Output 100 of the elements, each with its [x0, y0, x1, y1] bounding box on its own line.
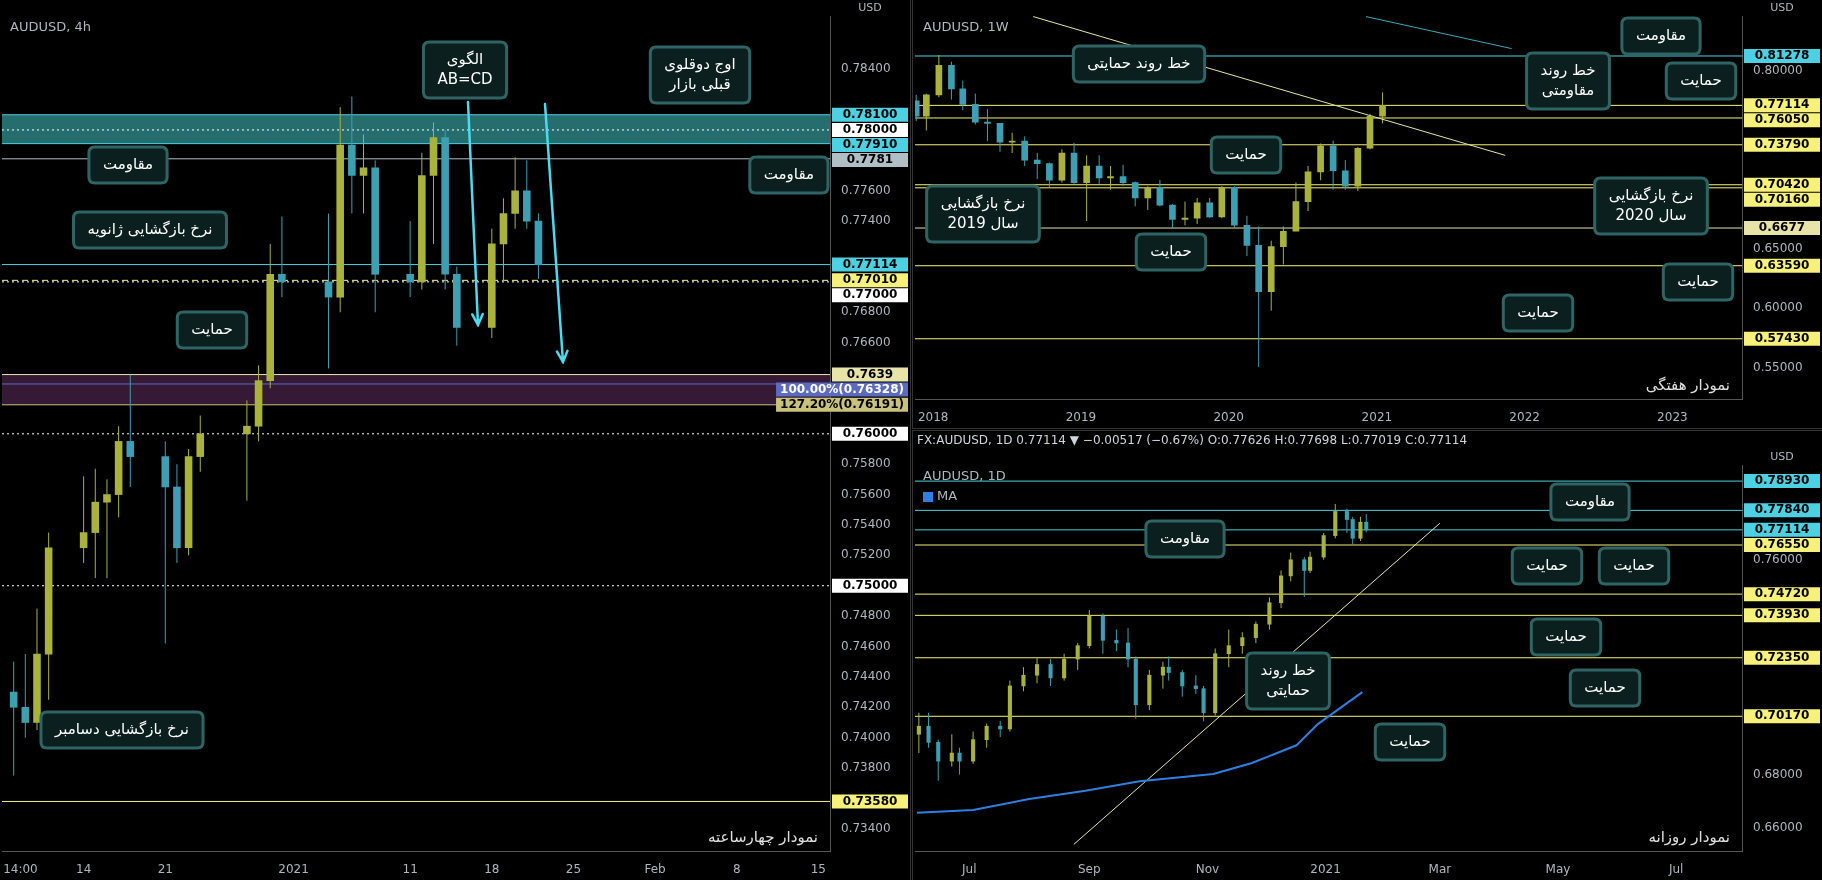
candlestick [996, 122, 1004, 153]
candlestick [1302, 556, 1307, 598]
ref-line-label: 0.77010 [842, 272, 898, 287]
chart-subtitle: FX:AUDUSD, 1D 0.77114 ▼ −0.00517 (−0.67%) O:0.77626 H:0.77698 L:0.77019 C:0.77114 [916, 432, 1469, 449]
candlestick [1160, 661, 1165, 690]
chart-title: AUDUSD, 1D [923, 468, 1006, 484]
y-tick-label: 0.77600 [841, 182, 891, 197]
ref-line-label: 100.00%(0.76328) [780, 381, 905, 396]
candlestick [1193, 197, 1201, 225]
candlestick [1008, 132, 1016, 154]
x-tick-label: 18 [484, 861, 500, 876]
candlestick [916, 712, 921, 754]
ref-line-label: 0.63590 [1754, 257, 1810, 272]
y-tick-label: 0.66000 [1753, 820, 1803, 835]
x-tick-label: 2021 [1361, 409, 1393, 424]
annotation: نرخ بازگشایی سال 2020 [1608, 185, 1694, 224]
x-tick-label: Jul [1667, 861, 1684, 876]
candlestick [971, 93, 979, 125]
annotation: نمودار چهارساعته [707, 827, 818, 846]
ref-line-label: 0.77840 [1754, 502, 1810, 517]
y-tick-label: 0.73400 [841, 820, 891, 835]
candlestick [1166, 655, 1171, 682]
candlestick [1083, 154, 1090, 222]
y-tick-label: 0.73800 [841, 760, 891, 775]
x-tick-label: 21 [157, 861, 173, 876]
y-tick-label: 0.80000 [1753, 63, 1803, 78]
ref-line-label: 0.6677 [1758, 220, 1806, 235]
candlestick [984, 108, 991, 142]
chart-title: AUDUSD, 4h [10, 19, 91, 35]
candlestick [1107, 165, 1114, 191]
y-tick-label: 0.65000 [1753, 241, 1803, 256]
candlestick [1350, 516, 1355, 545]
x-tick-label: 2023 [1657, 409, 1688, 424]
candlestick [971, 731, 976, 765]
candlestick [1341, 159, 1349, 191]
x-tick-label: 14:00 [3, 861, 38, 876]
candlestick [1169, 203, 1176, 229]
candlestick [1280, 225, 1287, 265]
candlestick [1267, 596, 1272, 631]
ref-line-label: 0.57430 [1754, 330, 1810, 345]
annotation: حمایت [191, 319, 233, 338]
candlestick [9, 661, 18, 777]
candlestick [1364, 513, 1369, 533]
annotation: نرخ بازگشایی دسامبر [53, 719, 190, 738]
candlestick [196, 415, 205, 473]
x-tick-label: Jul [960, 861, 977, 876]
x-tick-label: 2020 [1213, 409, 1244, 424]
candlestick [926, 712, 931, 749]
candlestick [1240, 631, 1245, 655]
ref-line-label: 0.73790 [1754, 136, 1810, 151]
annotation: نرخ بازگشایی ژانویه [87, 219, 213, 238]
annotation: حمایت [1677, 271, 1719, 290]
y-axis-title: USD [858, 0, 882, 14]
y-tick-label: 0.75800 [841, 456, 891, 471]
ref-line-label: 127.20%(0.76191) [780, 396, 905, 411]
x-tick-label: 15 [810, 861, 826, 876]
candlestick [1253, 621, 1258, 644]
annotation: حمایت [1150, 241, 1192, 260]
candlestick [243, 399, 251, 502]
candlestick [278, 216, 286, 298]
y-tick-label: 0.74200 [841, 699, 891, 714]
candlestick [79, 475, 88, 564]
ref-line-label: 0.77000 [842, 287, 898, 302]
y-tick-label: 0.74600 [841, 638, 891, 653]
annotation: مقاومت [1159, 528, 1211, 547]
annotation: مقاومت [1635, 25, 1687, 44]
ref-line-label: 0.7781 [846, 152, 894, 167]
candlestick [1288, 552, 1293, 582]
candlestick [959, 80, 967, 111]
x-tick-label: 2018 [917, 409, 949, 424]
y-tick-label: 0.76000 [1753, 551, 1803, 566]
ref-line-label: 0.72350 [1754, 649, 1810, 664]
candlestick [1206, 197, 1214, 219]
candlestick [1125, 627, 1131, 668]
candlestick [1062, 653, 1067, 682]
ref-line-label: 0.73580 [842, 793, 898, 808]
y-tick-label: 0.76600 [841, 334, 891, 349]
chart-title: AUDUSD, 1W [923, 19, 1009, 35]
annotation: حمایت [1584, 677, 1626, 696]
candlestick [1021, 135, 1029, 167]
candlestick [1321, 532, 1326, 561]
ref-line-label: 0.78100 [842, 106, 898, 121]
candlestick [1181, 201, 1189, 226]
y-tick-label: 0.74000 [841, 729, 891, 744]
candlestick [1095, 154, 1103, 185]
y-tick-label: 0.75400 [841, 517, 891, 532]
y-tick-label: 0.74400 [841, 669, 891, 684]
candlestick [1344, 508, 1349, 534]
y-tick-label: 0.55000 [1753, 359, 1803, 374]
candlestick [1033, 152, 1041, 180]
candlestick [1180, 669, 1185, 698]
annotation: خط روند مقاومتی [1540, 60, 1596, 99]
x-tick-label: 2019 [1065, 409, 1097, 424]
x-tick-label: 2021 [278, 861, 309, 876]
x-tick-label: 11 [402, 861, 418, 876]
ref-line-label: 0.70420 [1754, 176, 1810, 191]
candlestick [984, 723, 989, 749]
candlestick [1308, 551, 1313, 574]
x-tick-label: Feb [644, 861, 666, 876]
x-tick-label: 2022 [1509, 409, 1540, 424]
